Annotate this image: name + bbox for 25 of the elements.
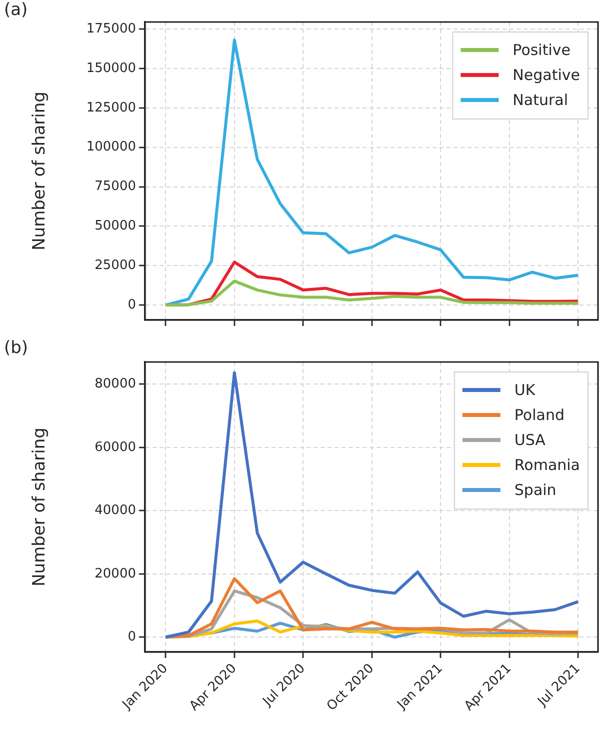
legend-label: Negative (512, 66, 580, 84)
y-tick-label: 75000 (94, 179, 136, 194)
y-axis-title: Number of sharing (30, 428, 50, 586)
y-tick-label: 50000 (94, 218, 136, 234)
y-tick-label: 100000 (86, 140, 136, 155)
y-tick-label: 40000 (94, 503, 136, 518)
y-tick-label: 0 (128, 297, 136, 312)
text: (b) (4, 338, 28, 358)
y-tick-label: 150000 (86, 60, 136, 76)
y-tick-label: 125000 (86, 100, 136, 116)
y-tick-label: 60000 (94, 440, 136, 455)
legend-label: Positive (512, 40, 571, 59)
legend-label: Natural (512, 90, 568, 109)
legend-label: USA (514, 430, 546, 449)
y-tick-label: 175000 (86, 21, 136, 36)
y-tick-label: 25000 (94, 258, 136, 273)
legend-label: Spain (514, 480, 556, 499)
legend-label: Romania (514, 456, 580, 474)
y-tick-label: 20000 (94, 566, 136, 582)
legend-label: Poland (514, 406, 564, 424)
y-axis-title: Number of sharing (30, 92, 50, 250)
y-tick-label: 0 (128, 630, 136, 645)
legend-label: UK (514, 380, 536, 399)
text: (a) (4, 0, 28, 20)
y-tick-label: 80000 (94, 376, 136, 392)
